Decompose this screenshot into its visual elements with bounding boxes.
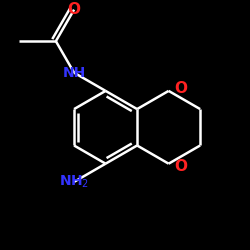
Text: NH: NH [62, 66, 86, 80]
Text: NH$_2$: NH$_2$ [59, 174, 89, 190]
Text: O: O [174, 81, 187, 96]
Text: O: O [174, 158, 187, 174]
Text: O: O [68, 2, 80, 17]
